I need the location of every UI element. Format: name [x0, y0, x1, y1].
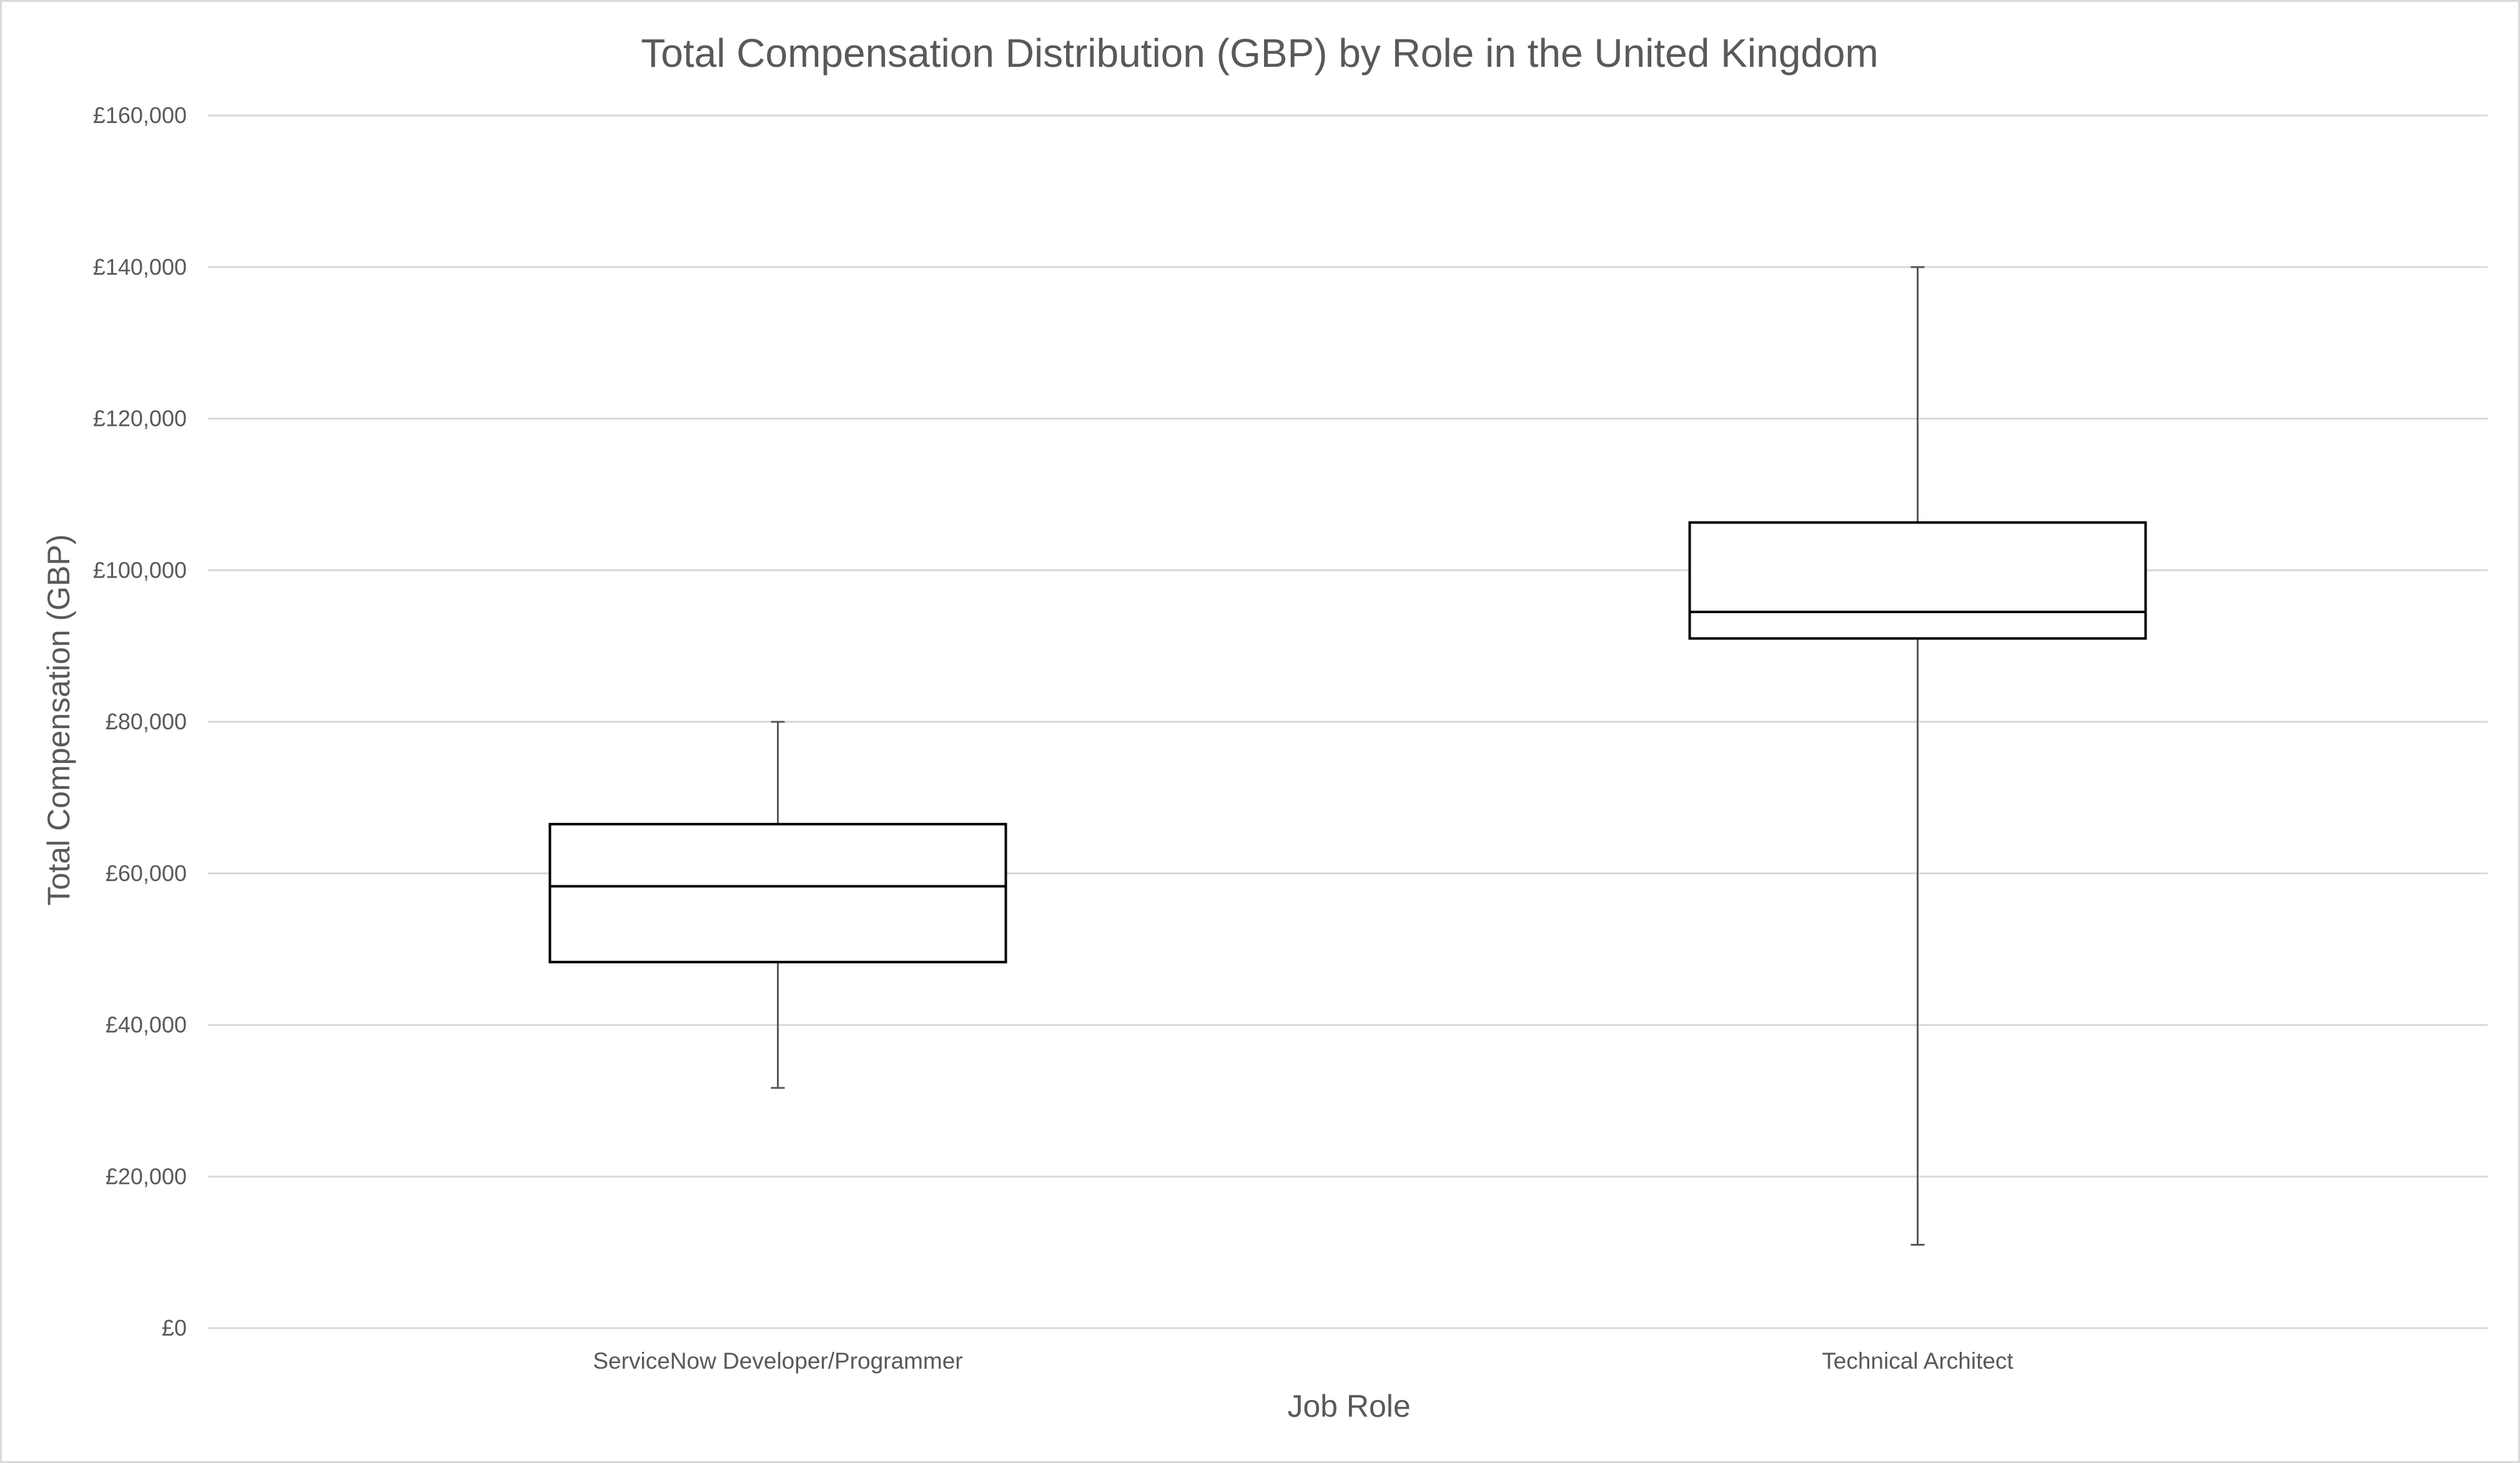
x-category-label: Technical Architect — [1822, 1348, 2014, 1374]
y-axis-title: Total Compensation (GBP) — [41, 534, 76, 906]
y-tick-label: £140,000 — [93, 254, 187, 280]
y-tick-label: £160,000 — [93, 102, 187, 128]
box-plot-item — [548, 721, 1007, 1089]
x-axis-category-labels: ServiceNow Developer/Programmer Technical… — [593, 1348, 2014, 1374]
y-tick-label: £80,000 — [106, 709, 187, 734]
box-series — [548, 266, 2147, 1246]
box-plot-item — [1688, 266, 2147, 1246]
y-tick-label: £0 — [162, 1315, 187, 1341]
iqr-box — [548, 822, 1007, 963]
chart-title: Total Compensation Distribution (GBP) by… — [641, 31, 1878, 76]
iqr-box — [1688, 521, 2147, 640]
y-tick-label: £100,000 — [93, 557, 187, 583]
x-axis-title: Job Role — [1287, 1389, 1410, 1424]
y-axis-tick-labels: £0 £20,000 £40,000 £60,000 £80,000 £100,000 £1… — [93, 102, 187, 1341]
y-tick-label: £120,000 — [93, 406, 187, 431]
gridlines — [208, 114, 2488, 1329]
y-tick-label: £60,000 — [106, 860, 187, 886]
y-tick-label: £20,000 — [106, 1163, 187, 1189]
y-tick-label: £40,000 — [106, 1012, 187, 1038]
x-category-label: ServiceNow Developer/Programmer — [593, 1348, 962, 1374]
